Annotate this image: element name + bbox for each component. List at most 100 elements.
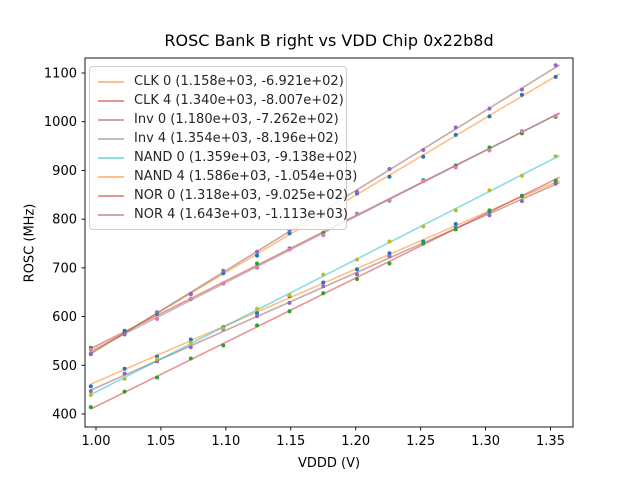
x-tick-label: 1.20: [341, 434, 370, 449]
data-point-nor-4: [421, 147, 426, 152]
data-point-nand-0: [155, 356, 160, 361]
chart-title: ROSC Bank B right vs VDD Chip 0x22b8d: [164, 31, 494, 50]
data-point-nor-4: [155, 310, 160, 315]
data-point-nand-0: [487, 188, 492, 193]
data-point-clk-0: [88, 384, 93, 389]
data-point-clk-4: [487, 145, 492, 150]
data-point-inv-0: [387, 254, 392, 259]
data-point-nor-0: [287, 309, 292, 314]
data-point-nand-4: [487, 114, 492, 119]
data-point-nor-4: [453, 125, 458, 130]
data-point-nor-4: [188, 292, 193, 297]
legend-item: Inv 4 (1.354e+03, -8.196e+02): [98, 129, 339, 148]
legend: CLK 0 (1.158e+03, -6.921e+02) CLK 4 (1.34…: [89, 66, 357, 230]
data-point-clk-0: [355, 267, 360, 272]
data-point-nor-4: [387, 166, 392, 171]
data-point-inv-4: [453, 165, 458, 170]
data-point-nor-0: [321, 291, 326, 296]
x-tick-label: 1.25: [406, 434, 435, 449]
data-point-nand-0: [387, 239, 392, 244]
data-point-inv-4: [553, 113, 558, 118]
data-point-nand-4: [387, 174, 392, 179]
data-point-nor-4: [88, 351, 93, 356]
data-point-nor-0: [519, 194, 524, 199]
legend-swatch: [98, 137, 124, 140]
data-point-nand-4: [122, 328, 127, 333]
legend-swatch: [98, 156, 124, 159]
x-tick-label: 1.30: [471, 434, 500, 449]
legend-swatch: [98, 80, 124, 83]
legend-item: NOR 0 (1.318e+03, -9.025e+02): [98, 186, 348, 205]
data-point-inv-4: [387, 198, 392, 203]
data-point-nand-0: [122, 376, 127, 381]
data-point-clk-0: [321, 280, 326, 285]
data-point-nand-4: [421, 154, 426, 159]
data-point-inv-4: [287, 247, 292, 252]
data-point-nor-0: [387, 261, 392, 266]
data-point-nor-4: [519, 87, 524, 92]
data-point-nor-0: [553, 178, 558, 183]
data-point-nand-0: [188, 340, 193, 345]
data-point-inv-4: [88, 347, 93, 352]
legend-item: NOR 4 (1.643e+03, -1.113e+03): [98, 205, 348, 224]
data-point-nor-0: [221, 343, 226, 348]
data-point-inv-4: [321, 233, 326, 238]
data-point-nand-4: [255, 253, 260, 258]
data-point-inv-4: [221, 281, 226, 286]
data-point-nor-0: [155, 375, 160, 380]
data-point-nor-4: [255, 249, 260, 254]
legend-swatch: [98, 194, 124, 197]
legend-swatch: [98, 175, 124, 178]
legend-swatch: [98, 213, 124, 216]
y-axis-label: ROSC (MHz): [22, 203, 38, 283]
data-point-nand-0: [355, 257, 360, 262]
legend-item: CLK 0 (1.158e+03, -6.921e+02): [98, 72, 344, 91]
data-point-nand-0: [453, 208, 458, 213]
fit-line-inv-4: [90, 112, 560, 352]
legend-label: CLK 4 (1.340e+03, -8.007e+02): [134, 93, 344, 108]
data-point-nor-0: [188, 356, 193, 361]
data-point-clk-0: [255, 311, 260, 316]
data-point-inv-0: [287, 300, 292, 305]
legend-label: NOR 0 (1.318e+03, -9.025e+02): [134, 188, 348, 203]
x-tick-label: 1.10: [211, 434, 240, 449]
plot-area-border: [84, 57, 574, 428]
data-point-inv-0: [487, 213, 492, 218]
data-point-nor-0: [355, 277, 360, 282]
data-point-clk-0: [387, 251, 392, 256]
data-point-nand-0: [255, 306, 260, 311]
data-point-nand-4: [287, 231, 292, 236]
data-point-inv-4: [519, 128, 524, 133]
data-point-nor-0: [421, 241, 426, 246]
data-point-inv-4: [421, 179, 426, 184]
data-point-inv-4: [487, 148, 492, 153]
y-tick-label: 700: [52, 261, 77, 276]
x-tick-label: 1.15: [276, 434, 305, 449]
data-point-nand-0: [88, 393, 93, 398]
data-point-nor-4: [355, 189, 360, 194]
data-point-nor-4: [553, 63, 558, 68]
fit-line-nand-0: [90, 154, 560, 396]
data-point-inv-0: [188, 345, 193, 350]
data-point-nand-0: [287, 293, 292, 298]
y-tick-label: 1000: [44, 115, 77, 130]
data-point-nand-4: [553, 74, 558, 79]
data-point-nor-0: [122, 389, 127, 394]
data-point-nor-0: [487, 208, 492, 213]
data-point-nand-4: [519, 92, 524, 97]
data-point-nor-0: [255, 323, 260, 328]
legend-label: NAND 4 (1.586e+03, -1.054e+03): [134, 169, 358, 184]
data-point-clk-0: [122, 366, 127, 371]
data-point-inv-0: [321, 284, 326, 289]
data-point-nand-0: [519, 173, 524, 178]
y-tick-label: 800: [52, 213, 77, 228]
legend-label: Inv 0 (1.180e+03, -7.262e+02): [134, 112, 339, 127]
data-point-inv-4: [188, 296, 193, 301]
legend-item: NAND 4 (1.586e+03, -1.054e+03): [98, 167, 357, 186]
y-tick-label: 600: [52, 310, 77, 325]
data-point-nor-4: [122, 332, 127, 337]
data-point-nor-4: [487, 106, 492, 111]
data-point-inv-0: [122, 371, 127, 376]
